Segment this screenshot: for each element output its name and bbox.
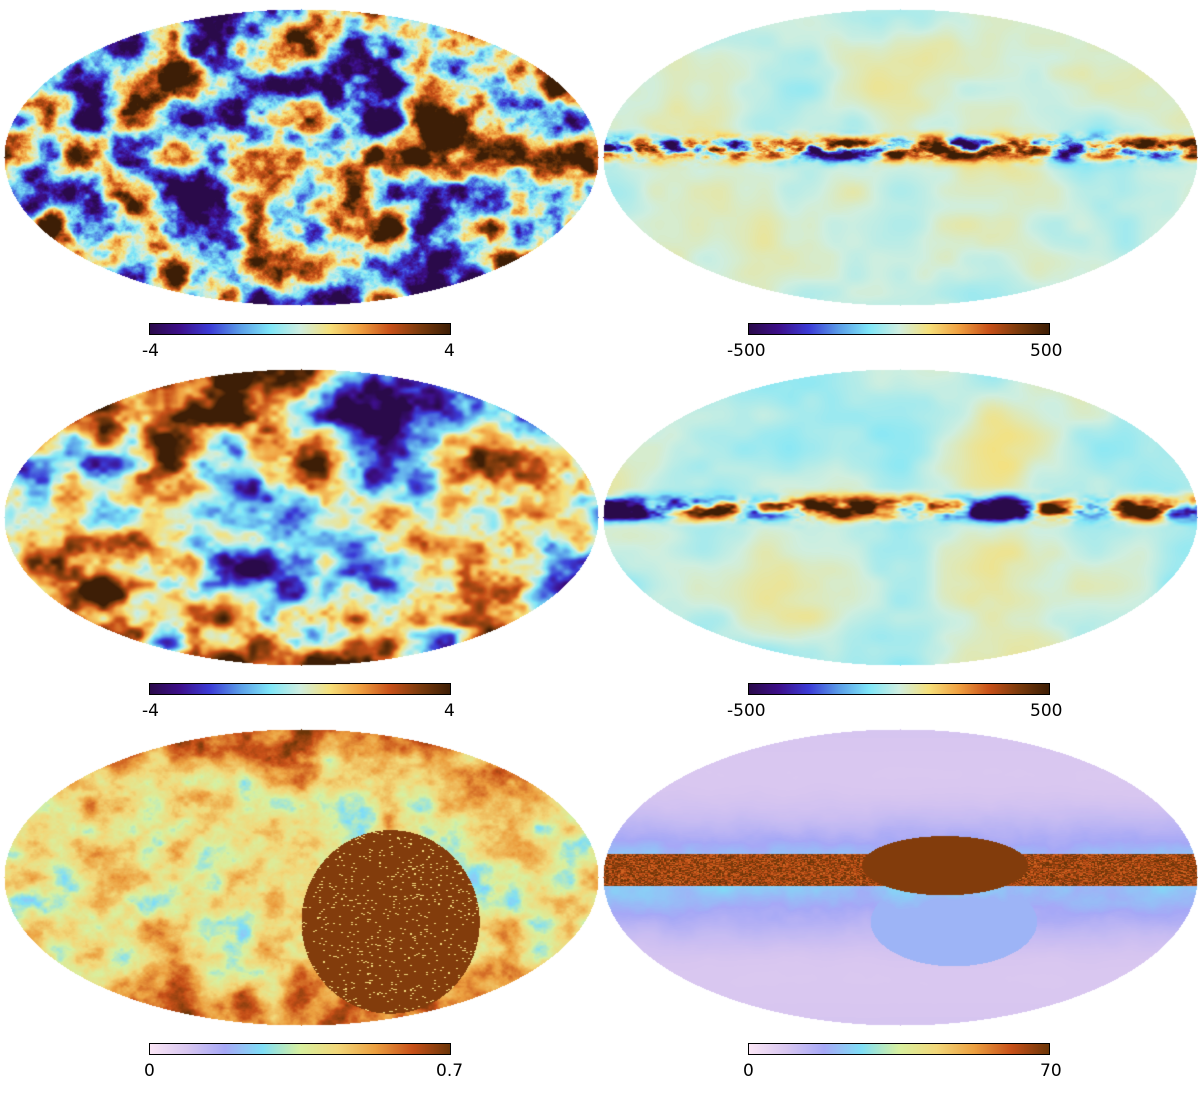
colorbar-middle-left	[149, 683, 451, 695]
mollweide-map-bottom-left	[3, 728, 599, 1026]
colorbar-max-label: 70	[1040, 1061, 1062, 1081]
colorbar-min-label: -500	[727, 701, 766, 721]
mollweide-map-middle-right	[602, 368, 1198, 666]
colorbar-min-label: 0	[743, 1061, 754, 1081]
colorbar-top-right	[748, 323, 1050, 335]
mollweide-map-top-left	[3, 8, 599, 306]
mollweide-map-top-right	[602, 8, 1198, 306]
colorbar-min-label: -4	[142, 701, 159, 721]
colorbar-bottom-right	[748, 1043, 1050, 1055]
colorbar-top-left	[149, 323, 451, 335]
mollweide-map-bottom-right	[602, 728, 1198, 1026]
colorbar-max-label: 4	[444, 701, 455, 721]
colorbar-max-label: 500	[1030, 341, 1063, 361]
colorbar-max-label: 4	[444, 341, 455, 361]
colorbar-min-label: -500	[727, 341, 766, 361]
colorbar-min-label: 0	[144, 1061, 155, 1081]
colorbar-max-label: 500	[1030, 701, 1063, 721]
colorbar-bottom-left	[149, 1043, 451, 1055]
colorbar-middle-right	[748, 683, 1050, 695]
colorbar-min-label: -4	[142, 341, 159, 361]
colorbar-max-label: 0.7	[436, 1061, 464, 1081]
mollweide-map-middle-left	[3, 368, 599, 666]
